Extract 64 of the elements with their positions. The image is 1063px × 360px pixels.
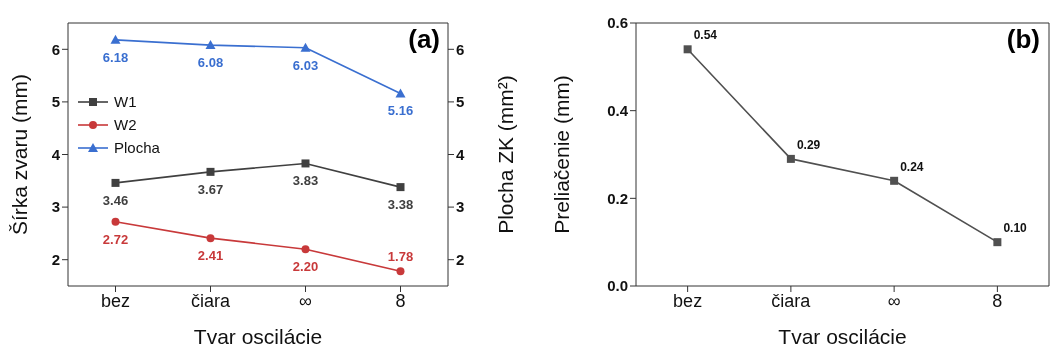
x-axis-title: Tvar oscilácie	[778, 325, 907, 348]
y-axis-title: Šírka zvaru (mm)	[8, 73, 32, 236]
data-label: 2.41	[197, 248, 224, 264]
data-label: 0.10	[1003, 221, 1028, 236]
point	[206, 167, 215, 176]
y-tick-label: 0.6	[607, 14, 628, 32]
y-tick-label: 0.2	[607, 189, 628, 207]
x-axis-title: Tvar oscilácie	[193, 325, 323, 348]
y2-tick-label: 6	[456, 40, 465, 58]
legend-label: W2	[114, 116, 137, 133]
point	[890, 176, 899, 185]
data-label: 6.08	[197, 55, 224, 71]
y-axis-title: Preliačenie (mm)	[550, 75, 574, 234]
y2-axis-title: Plocha ZK (mm²)	[494, 75, 518, 234]
x-tick-label: čiara	[771, 290, 812, 311]
data-label: 3.38	[387, 197, 414, 213]
data-label: 2.20	[292, 259, 319, 275]
point	[683, 45, 692, 54]
data-label: 3.67	[197, 181, 224, 197]
x-tick-label: čiara	[190, 290, 231, 311]
chart-title: (b)	[1006, 24, 1040, 55]
x-tick-label: bez	[100, 290, 131, 311]
point	[301, 159, 310, 168]
y2-tick-label: 2	[456, 251, 465, 269]
y-tick-label: 4	[51, 145, 61, 163]
point	[206, 234, 215, 243]
data-label: 6.18	[102, 49, 129, 65]
x-tick-label: ∞	[299, 290, 313, 311]
x-tick-label: 8	[992, 290, 1003, 311]
point	[786, 154, 795, 163]
data-label: 3.83	[292, 173, 319, 189]
data-label: 3.46	[102, 192, 129, 208]
y-tick-label: 3	[51, 198, 60, 216]
legend-label: W1	[114, 93, 137, 110]
point	[395, 88, 406, 98]
data-label: 6.03	[292, 57, 319, 73]
legend-label: Plocha	[114, 139, 160, 156]
y2-tick-label: 5	[456, 93, 465, 111]
y-tick-label: 2	[51, 251, 60, 269]
data-label: 0.29	[796, 137, 821, 152]
y-tick-label: 0.4	[607, 101, 629, 119]
point	[111, 178, 120, 187]
data-label: 0.54	[693, 28, 718, 43]
data-label: 2.72	[102, 231, 129, 247]
data-label: 5.16	[387, 103, 414, 119]
point	[301, 245, 310, 254]
point	[396, 183, 405, 192]
x-tick-label: bez	[673, 290, 703, 311]
point	[300, 42, 311, 52]
x-tick-label: ∞	[887, 290, 901, 311]
data-label: 0.24	[900, 159, 924, 174]
point	[993, 238, 1002, 247]
x-tick-label: 8	[395, 290, 406, 311]
data-label: 1.78	[387, 249, 414, 265]
y2-tick-label: 3	[456, 198, 465, 216]
point	[110, 34, 121, 44]
y-tick-label: 5	[51, 93, 60, 111]
y-tick-label: 6	[51, 40, 60, 58]
y-tick-label: 0.0	[607, 277, 628, 295]
point	[205, 40, 216, 50]
y2-tick-label: 4	[456, 145, 465, 163]
chart-title: (a)	[408, 24, 440, 55]
point	[396, 267, 405, 276]
point	[111, 217, 120, 226]
